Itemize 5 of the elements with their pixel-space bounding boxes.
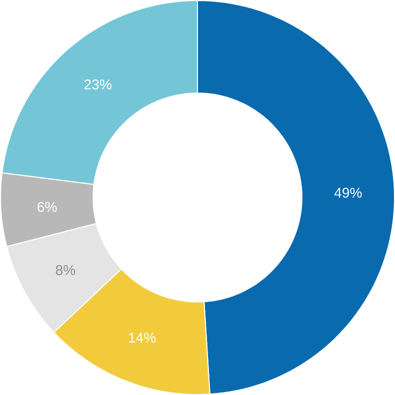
data-label: 8% — [56, 265, 76, 276]
data-label: 49% — [334, 188, 362, 198]
data-label: 23% — [84, 79, 112, 90]
data-label: 6% — [38, 202, 57, 212]
data-label: 14% — [128, 332, 156, 343]
